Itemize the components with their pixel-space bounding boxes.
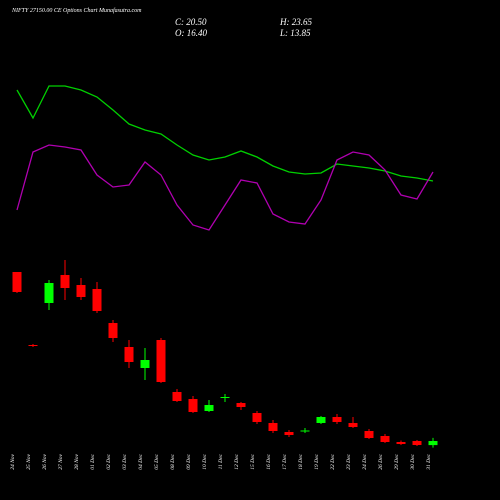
candle-body <box>76 285 86 297</box>
x-tick-label: 10 Dec <box>202 453 208 469</box>
x-tick-label: 25 Nov <box>26 453 32 469</box>
candle-body <box>60 275 70 288</box>
candle-body <box>284 432 294 435</box>
candle-body <box>316 417 326 423</box>
x-tick-label: 11 Dec <box>218 453 224 469</box>
candle-body <box>124 347 134 362</box>
candle-body <box>236 403 246 407</box>
x-tick-label: 18 Dec <box>298 453 304 469</box>
candle-body <box>428 441 438 446</box>
candle-body <box>204 405 214 411</box>
x-tick-label: 23 Dec <box>346 453 352 469</box>
x-tick-label: 24 Dec <box>361 453 368 469</box>
high-text: H: 23.65 <box>279 17 312 27</box>
candle-body <box>412 441 422 445</box>
x-tick-label: 22 Dec <box>330 453 336 469</box>
chart-title: NIFTY 27150.00 CE Options Chart Munafasu… <box>11 7 142 14</box>
candle-body <box>396 442 406 444</box>
x-tick-label: 16 Dec <box>266 453 272 469</box>
candle-body <box>140 360 150 368</box>
candle-body <box>252 413 262 422</box>
x-tick-label: 29 Dec <box>394 453 400 469</box>
x-tick-label: 19 Dec <box>314 453 320 469</box>
indicator-line <box>16 144 434 231</box>
x-tick-label: 08 Dec <box>170 453 176 469</box>
candle-body <box>108 323 118 338</box>
x-tick-label: 04 Dec <box>137 453 144 469</box>
candle-body <box>268 423 278 431</box>
x-tick-label: 03 Dec <box>122 453 128 469</box>
candle-body <box>28 345 38 346</box>
candle-body <box>348 423 358 427</box>
x-tick-label: 30 Dec <box>410 453 416 470</box>
indicator-line <box>16 85 434 182</box>
candle-body <box>220 397 230 398</box>
candle-body <box>364 431 374 438</box>
open-text: O: 16.40 <box>175 28 207 38</box>
x-tick-label: 26 Nov <box>42 453 48 469</box>
x-tick-label: 09 Dec <box>186 453 192 469</box>
candle-body <box>300 430 310 432</box>
candle-body <box>156 340 166 382</box>
candle-body <box>92 289 102 311</box>
candle-body <box>380 436 390 442</box>
x-tick-label: 31 Dec <box>426 453 432 470</box>
x-tick-label: 24 Nov <box>9 453 16 469</box>
x-tick-label: 05 Dec <box>154 453 160 469</box>
x-tick-label: 02 Dec <box>106 453 112 469</box>
x-tick-label: 27 Nov <box>58 453 64 469</box>
candle-body <box>44 283 54 303</box>
x-tick-label: 17 Dec <box>282 453 288 469</box>
x-tick-label: 28 Nov <box>74 453 80 469</box>
x-tick-label: 26 Dec <box>378 453 384 469</box>
x-tick-label: 01 Dec <box>90 453 96 469</box>
candle-body <box>332 417 342 422</box>
candle-body <box>172 392 182 401</box>
candle-body <box>188 399 198 412</box>
candle-body <box>12 272 22 292</box>
close-text: C: 20.50 <box>175 17 207 27</box>
x-tick-label: 12 Dec <box>234 453 240 469</box>
low-text: L: 13.85 <box>279 28 311 38</box>
x-tick-label: 15 Dec <box>250 453 256 469</box>
